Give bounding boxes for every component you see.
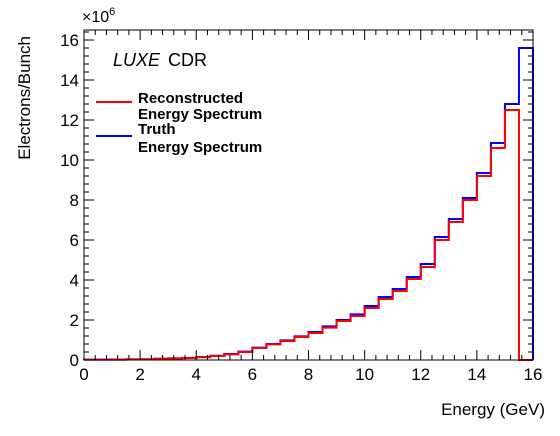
x-tick-label: 10: [355, 365, 374, 384]
y-tick-label: 4: [70, 271, 79, 290]
plot-lines: [83, 47, 534, 361]
legend-label-reconstructed-line1: Reconstructed: [138, 90, 243, 107]
y-tick-label: 12: [60, 111, 79, 130]
x-tick-label: 12: [411, 365, 430, 384]
y-tick-label: 8: [70, 191, 79, 210]
y-multiplier-exponent: 6: [109, 6, 115, 18]
luxe-label: LUXE: [113, 50, 161, 70]
axes: 0 2 4 6 8 10 12 14 16 0 2 4 6 8 10 12 14 16: [60, 30, 542, 384]
y-tick-label: 14: [60, 71, 79, 90]
series-reconstructed-line: [83, 109, 533, 361]
y-axis-multiplier: ×106: [82, 6, 115, 26]
x-axis-label: Energy (GeV): [441, 400, 545, 419]
y-axis-label: Electrons/Bunch: [15, 36, 34, 160]
x-tick-label: 4: [192, 365, 201, 384]
x-tick-label: 2: [135, 365, 144, 384]
x-tick-label: 0: [79, 365, 88, 384]
y-tick-label: 10: [60, 151, 79, 170]
legend-label-truth-line1: Truth: [138, 121, 176, 138]
x-tick-label: 14: [467, 365, 486, 384]
y-multiplier-base: ×10: [82, 9, 109, 26]
legend: Reconstructed Energy Spectrum Truth Ener…: [96, 90, 262, 156]
x-tick-label: 16: [524, 365, 543, 384]
luxe-annotation: LUXE CDR: [113, 50, 207, 70]
x-tick-label: 8: [304, 365, 313, 384]
plot-frame: [83, 29, 534, 361]
legend-label-truth-line2: Energy Spectrum: [138, 139, 262, 156]
cdr-label: CDR: [168, 50, 207, 70]
y-tick-label: 6: [70, 231, 79, 250]
x-tick-label: 6: [248, 365, 257, 384]
y-tick-label: 2: [70, 311, 79, 330]
legend-label-reconstructed-line2: Energy Spectrum: [138, 106, 262, 123]
y-tick-label: 0: [70, 351, 79, 370]
y-tick-label: 16: [60, 31, 79, 50]
